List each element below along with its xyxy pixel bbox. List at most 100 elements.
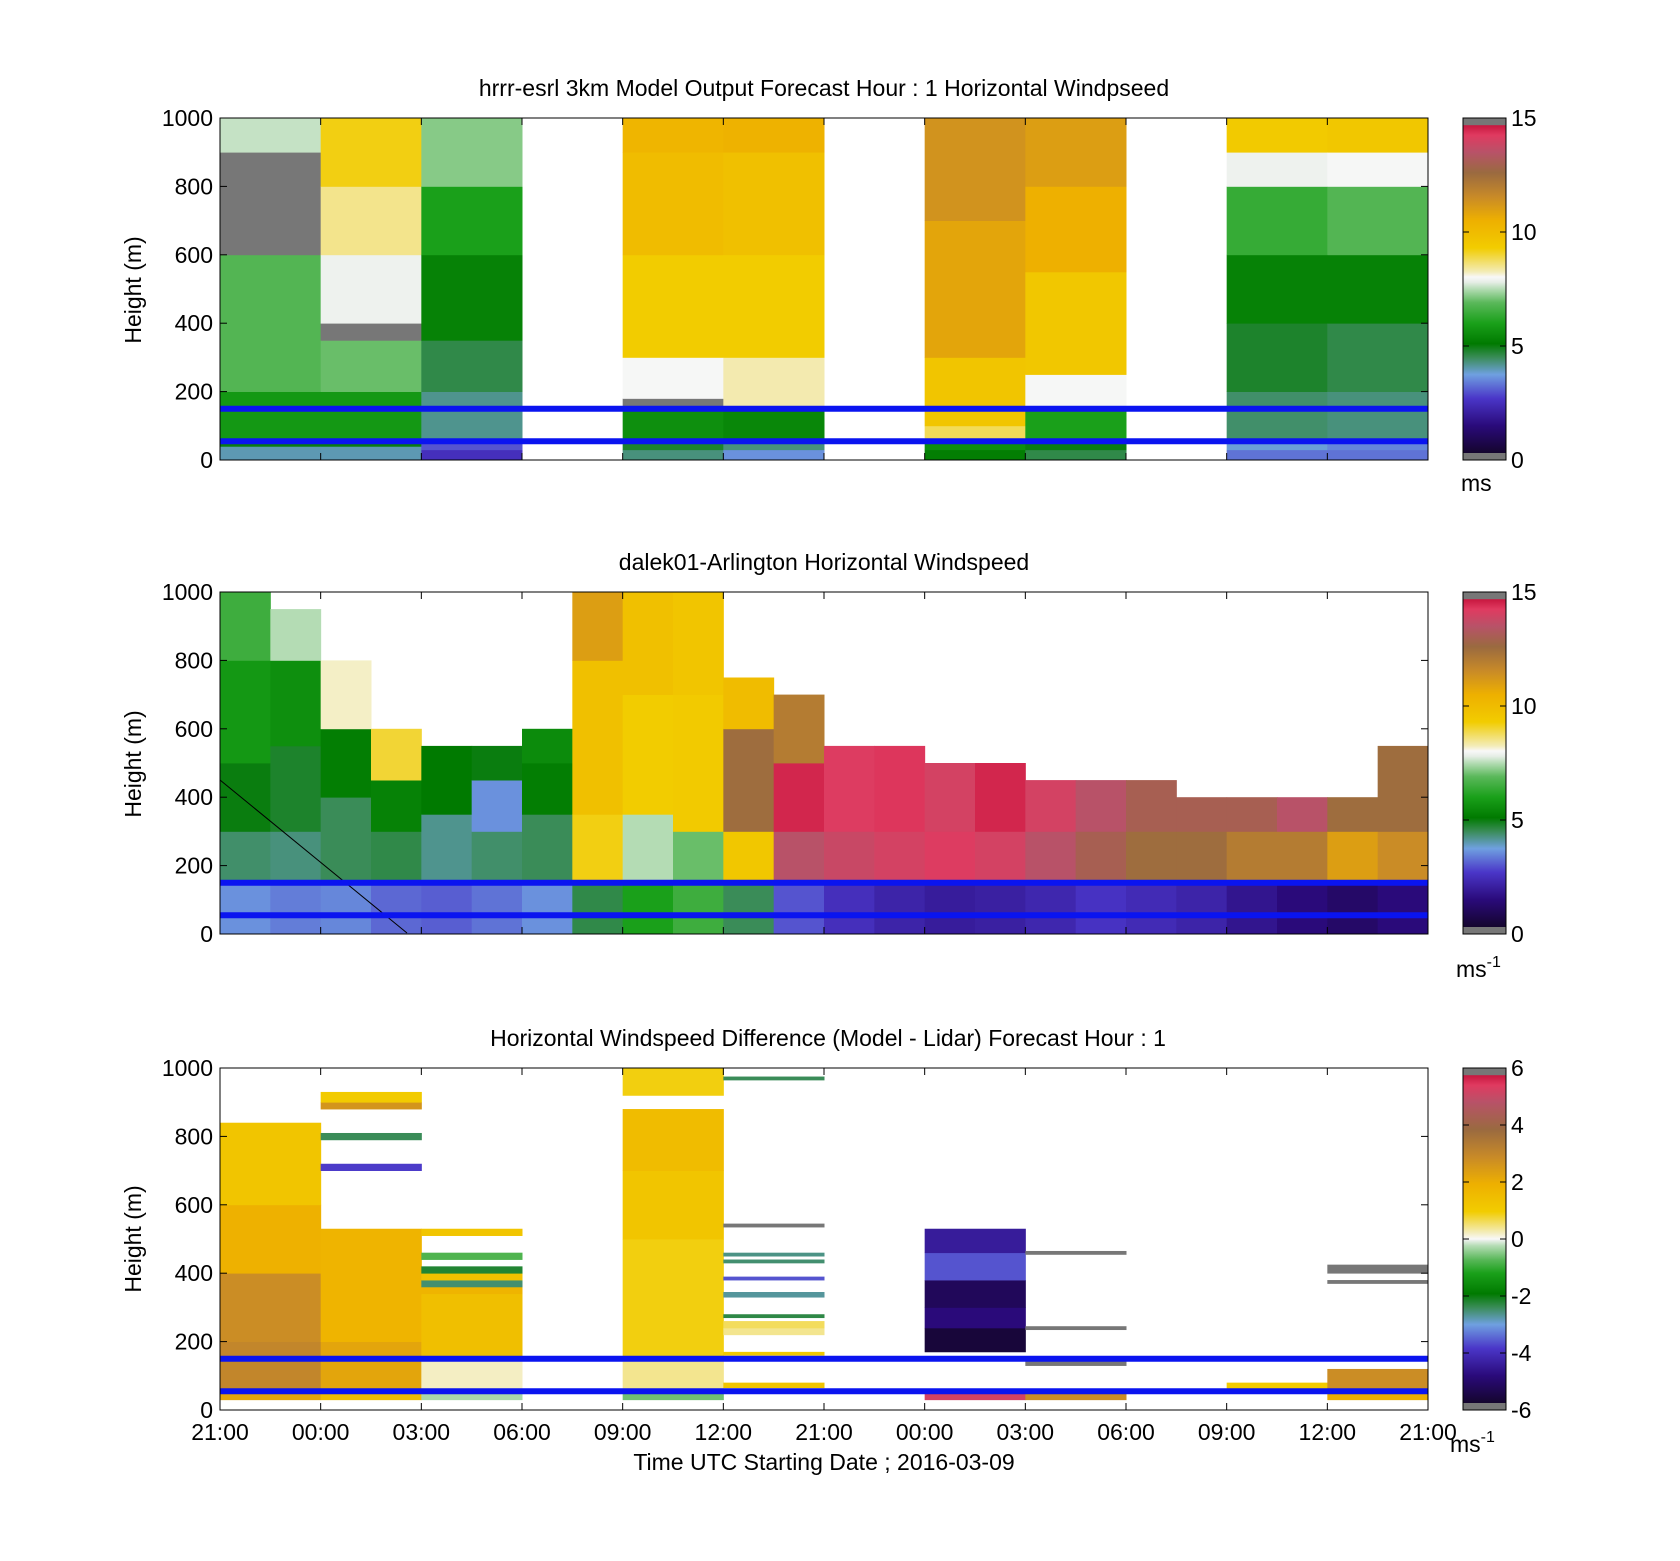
diff-cell — [1327, 1368, 1429, 1390]
diff-cell — [421, 1358, 523, 1390]
model-cell — [622, 398, 724, 410]
model-cell — [1226, 391, 1328, 444]
lidar-ytick-label: 800 — [175, 647, 213, 673]
model-cell — [220, 118, 322, 153]
lidar-ytick-label: 200 — [175, 853, 213, 879]
diff-y-ticks: 0 200 400 600 800 1000 — [162, 1055, 1428, 1423]
lidar-cell — [773, 694, 825, 764]
model-cbtick-label: 10 — [1511, 219, 1537, 245]
lidar-cell — [673, 592, 724, 695]
diff-cbtick-label: 4 — [1511, 1112, 1524, 1138]
diff-colorbar-ticks: -6 -4 -2 0 2 4 6 — [1463, 1055, 1532, 1423]
model-cell — [1226, 323, 1328, 392]
model-cell — [421, 118, 523, 187]
diff-cell — [421, 1228, 523, 1236]
diff-cell — [1327, 1264, 1429, 1274]
lidar-cell — [522, 728, 573, 764]
lidar-heatmap — [220, 592, 1429, 935]
model-cell — [1327, 254, 1429, 324]
lidar-ytick-label: 600 — [175, 716, 213, 742]
model-ytick-label: 800 — [175, 173, 213, 199]
lidar-cell — [371, 882, 422, 935]
model-cell — [1327, 442, 1429, 451]
model-cell — [1327, 118, 1429, 153]
model-colorbar-unit: ms — [1461, 470, 1492, 496]
lidar-cell — [1327, 831, 1379, 884]
diff-cell — [421, 1273, 523, 1281]
model-cell — [320, 323, 422, 341]
lidar-cell — [1176, 797, 1228, 832]
panel-diff: Horizontal Windspeed Difference (Model -… — [120, 1025, 1532, 1457]
model-cell — [723, 254, 825, 358]
panel-diff-ylabel: Height (m) — [120, 1185, 146, 1292]
diff-cell — [1025, 1358, 1127, 1366]
lidar-cell — [723, 882, 775, 935]
diff-cell — [320, 1163, 422, 1171]
model-cell — [622, 254, 724, 358]
lidar-cell — [1277, 831, 1328, 884]
model-cbtick-label: 5 — [1511, 333, 1524, 359]
diff-cell — [320, 1132, 422, 1141]
lidar-cell — [924, 882, 976, 935]
lidar-cell — [1277, 882, 1328, 935]
lidar-cell — [773, 763, 825, 832]
model-ytick-label: 200 — [175, 379, 213, 405]
diff-cell — [723, 1259, 825, 1264]
lidar-colorbar — [1462, 591, 1507, 935]
diff-xtick-label: 00:00 — [896, 1419, 954, 1445]
model-cbtick-label: 0 — [1511, 447, 1524, 473]
lidar-cell — [320, 797, 372, 884]
model-cell — [1327, 186, 1429, 256]
lidar-cell — [371, 780, 422, 832]
lidar-cell — [270, 745, 322, 832]
lidar-cell — [673, 831, 724, 884]
lidar-cell — [1025, 780, 1077, 832]
diff-cell — [1025, 1326, 1127, 1331]
diff-cell — [220, 1122, 322, 1206]
lidar-cell — [975, 831, 1026, 884]
lidar-cell — [471, 831, 523, 884]
diff-cell — [220, 1389, 322, 1401]
lidar-cell — [572, 592, 624, 661]
model-cell — [924, 442, 1026, 451]
diff-xtick-label: 21:00 — [191, 1419, 249, 1445]
model-cell — [1025, 118, 1127, 187]
model-cell — [1226, 152, 1328, 187]
model-cell — [220, 254, 322, 392]
diff-cell — [622, 1068, 724, 1096]
model-colorbar-ticks: 0 5 10 15 — [1463, 105, 1537, 473]
diff-cell — [320, 1102, 422, 1110]
lidar-cell — [1377, 745, 1429, 832]
model-cell — [924, 357, 1026, 427]
lidar-cell — [824, 882, 875, 935]
lidar-cell — [220, 592, 271, 661]
model-cell — [421, 449, 523, 461]
lidar-cell — [874, 745, 926, 832]
diff-cell — [924, 1280, 1026, 1308]
lidar-cell — [1025, 882, 1077, 935]
lidar-cell — [220, 660, 271, 764]
model-cell — [622, 442, 724, 451]
diff-cell — [320, 1228, 422, 1342]
model-cell — [1025, 186, 1127, 273]
model-cell — [1226, 186, 1328, 256]
diff-heatmap — [220, 1068, 1429, 1401]
model-cell — [1226, 254, 1328, 324]
diff-cell — [622, 1239, 724, 1360]
diff-cell — [723, 1076, 825, 1081]
model-ytick-label: 600 — [175, 242, 213, 268]
lidar-cell — [572, 814, 624, 884]
lidar-cell — [1377, 882, 1429, 935]
model-cell — [421, 340, 523, 392]
model-cell — [320, 446, 422, 461]
lidar-cell — [1327, 882, 1379, 935]
model-cell — [1226, 118, 1328, 153]
diff-cell — [320, 1341, 422, 1390]
model-cell — [421, 442, 523, 451]
diff-cell — [421, 1293, 523, 1360]
model-x-ticks — [219, 118, 1429, 460]
lidar-colorbar-ticks: 0 5 10 15 — [1463, 579, 1537, 947]
lidar-cell — [1176, 882, 1228, 935]
lidar-cell — [723, 728, 775, 832]
lidar-cell — [1226, 797, 1278, 832]
